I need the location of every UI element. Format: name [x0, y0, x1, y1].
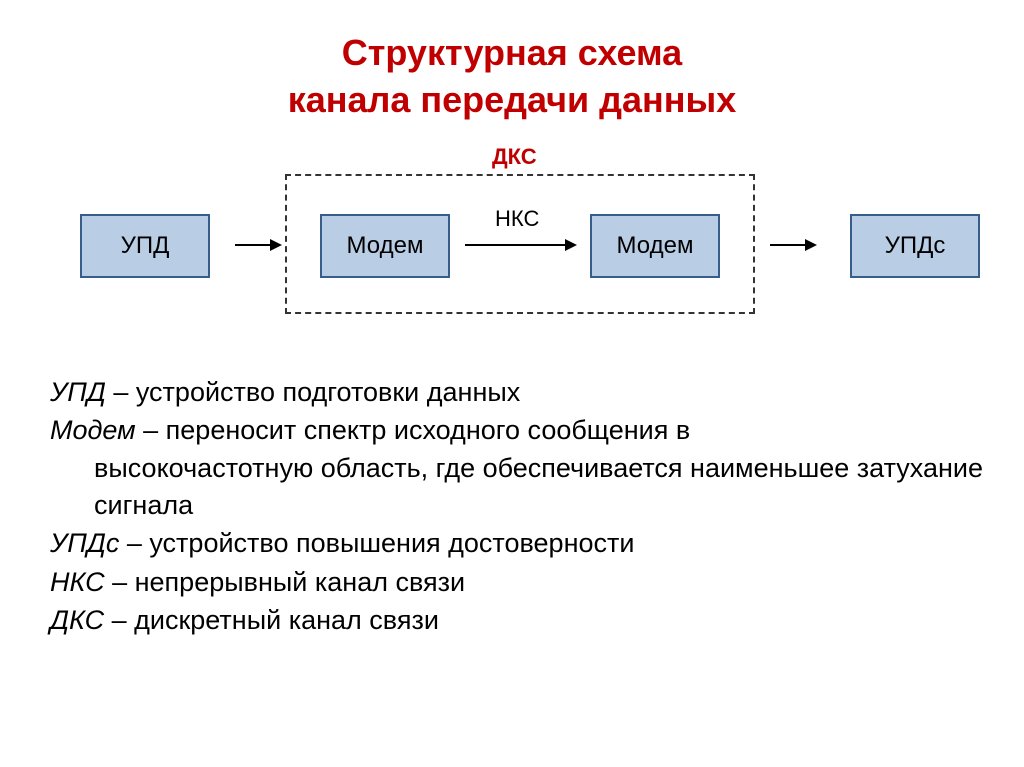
node-modem-1: Модем	[320, 214, 450, 278]
node-modem-2: Модем	[590, 214, 720, 278]
diagram: ДКС НКС УПД Модем Модем УПДс	[40, 144, 984, 344]
page-title: Структурная схема канала передачи данных	[40, 30, 984, 124]
def-upds-term: УПДс	[50, 528, 119, 558]
node-upd: УПД	[80, 214, 210, 278]
arrow-2	[465, 244, 575, 246]
def-nks-text: – непрерывный канал связи	[105, 567, 466, 597]
title-line-1: Структурная схема	[342, 32, 682, 73]
def-nks-term: НКС	[50, 567, 105, 597]
def-upds: УПДс – устройство повышения достоверност…	[50, 525, 984, 561]
def-nks: НКС – непрерывный канал связи	[50, 564, 984, 600]
node-upds-label: УПДс	[885, 232, 946, 260]
def-modem-term: Модем	[50, 415, 136, 445]
def-modem-text: – переносит спектр исходного сообщения в	[136, 415, 691, 445]
node-upd-label: УПД	[121, 232, 170, 260]
def-dks-term: ДКС	[50, 605, 104, 635]
def-upd-term: УПД	[50, 377, 106, 407]
def-dks: ДКС – дискретный канал связи	[50, 602, 984, 638]
def-modem: Модем – переносит спектр исходного сообщ…	[50, 412, 984, 448]
def-dks-text: – дискретный канал связи	[104, 605, 439, 635]
nks-label: НКС	[495, 206, 539, 232]
def-upd: УПД – устройство подготовки данных	[50, 374, 984, 410]
arrow-3	[770, 244, 815, 246]
node-modem2-label: Модем	[617, 232, 694, 260]
node-upds: УПДс	[850, 214, 980, 278]
def-upd-text: – устройство подготовки данных	[106, 377, 520, 407]
dks-label: ДКС	[492, 144, 537, 170]
definitions: УПД – устройство подготовки данных Модем…	[40, 374, 984, 639]
def-upds-text: – устройство повышения достоверности	[119, 528, 634, 558]
arrow-1	[235, 244, 280, 246]
node-modem1-label: Модем	[347, 232, 424, 260]
def-modem-cont: высокочастотную область, где обеспечивае…	[50, 450, 984, 523]
title-line-2: канала передачи данных	[288, 79, 737, 120]
